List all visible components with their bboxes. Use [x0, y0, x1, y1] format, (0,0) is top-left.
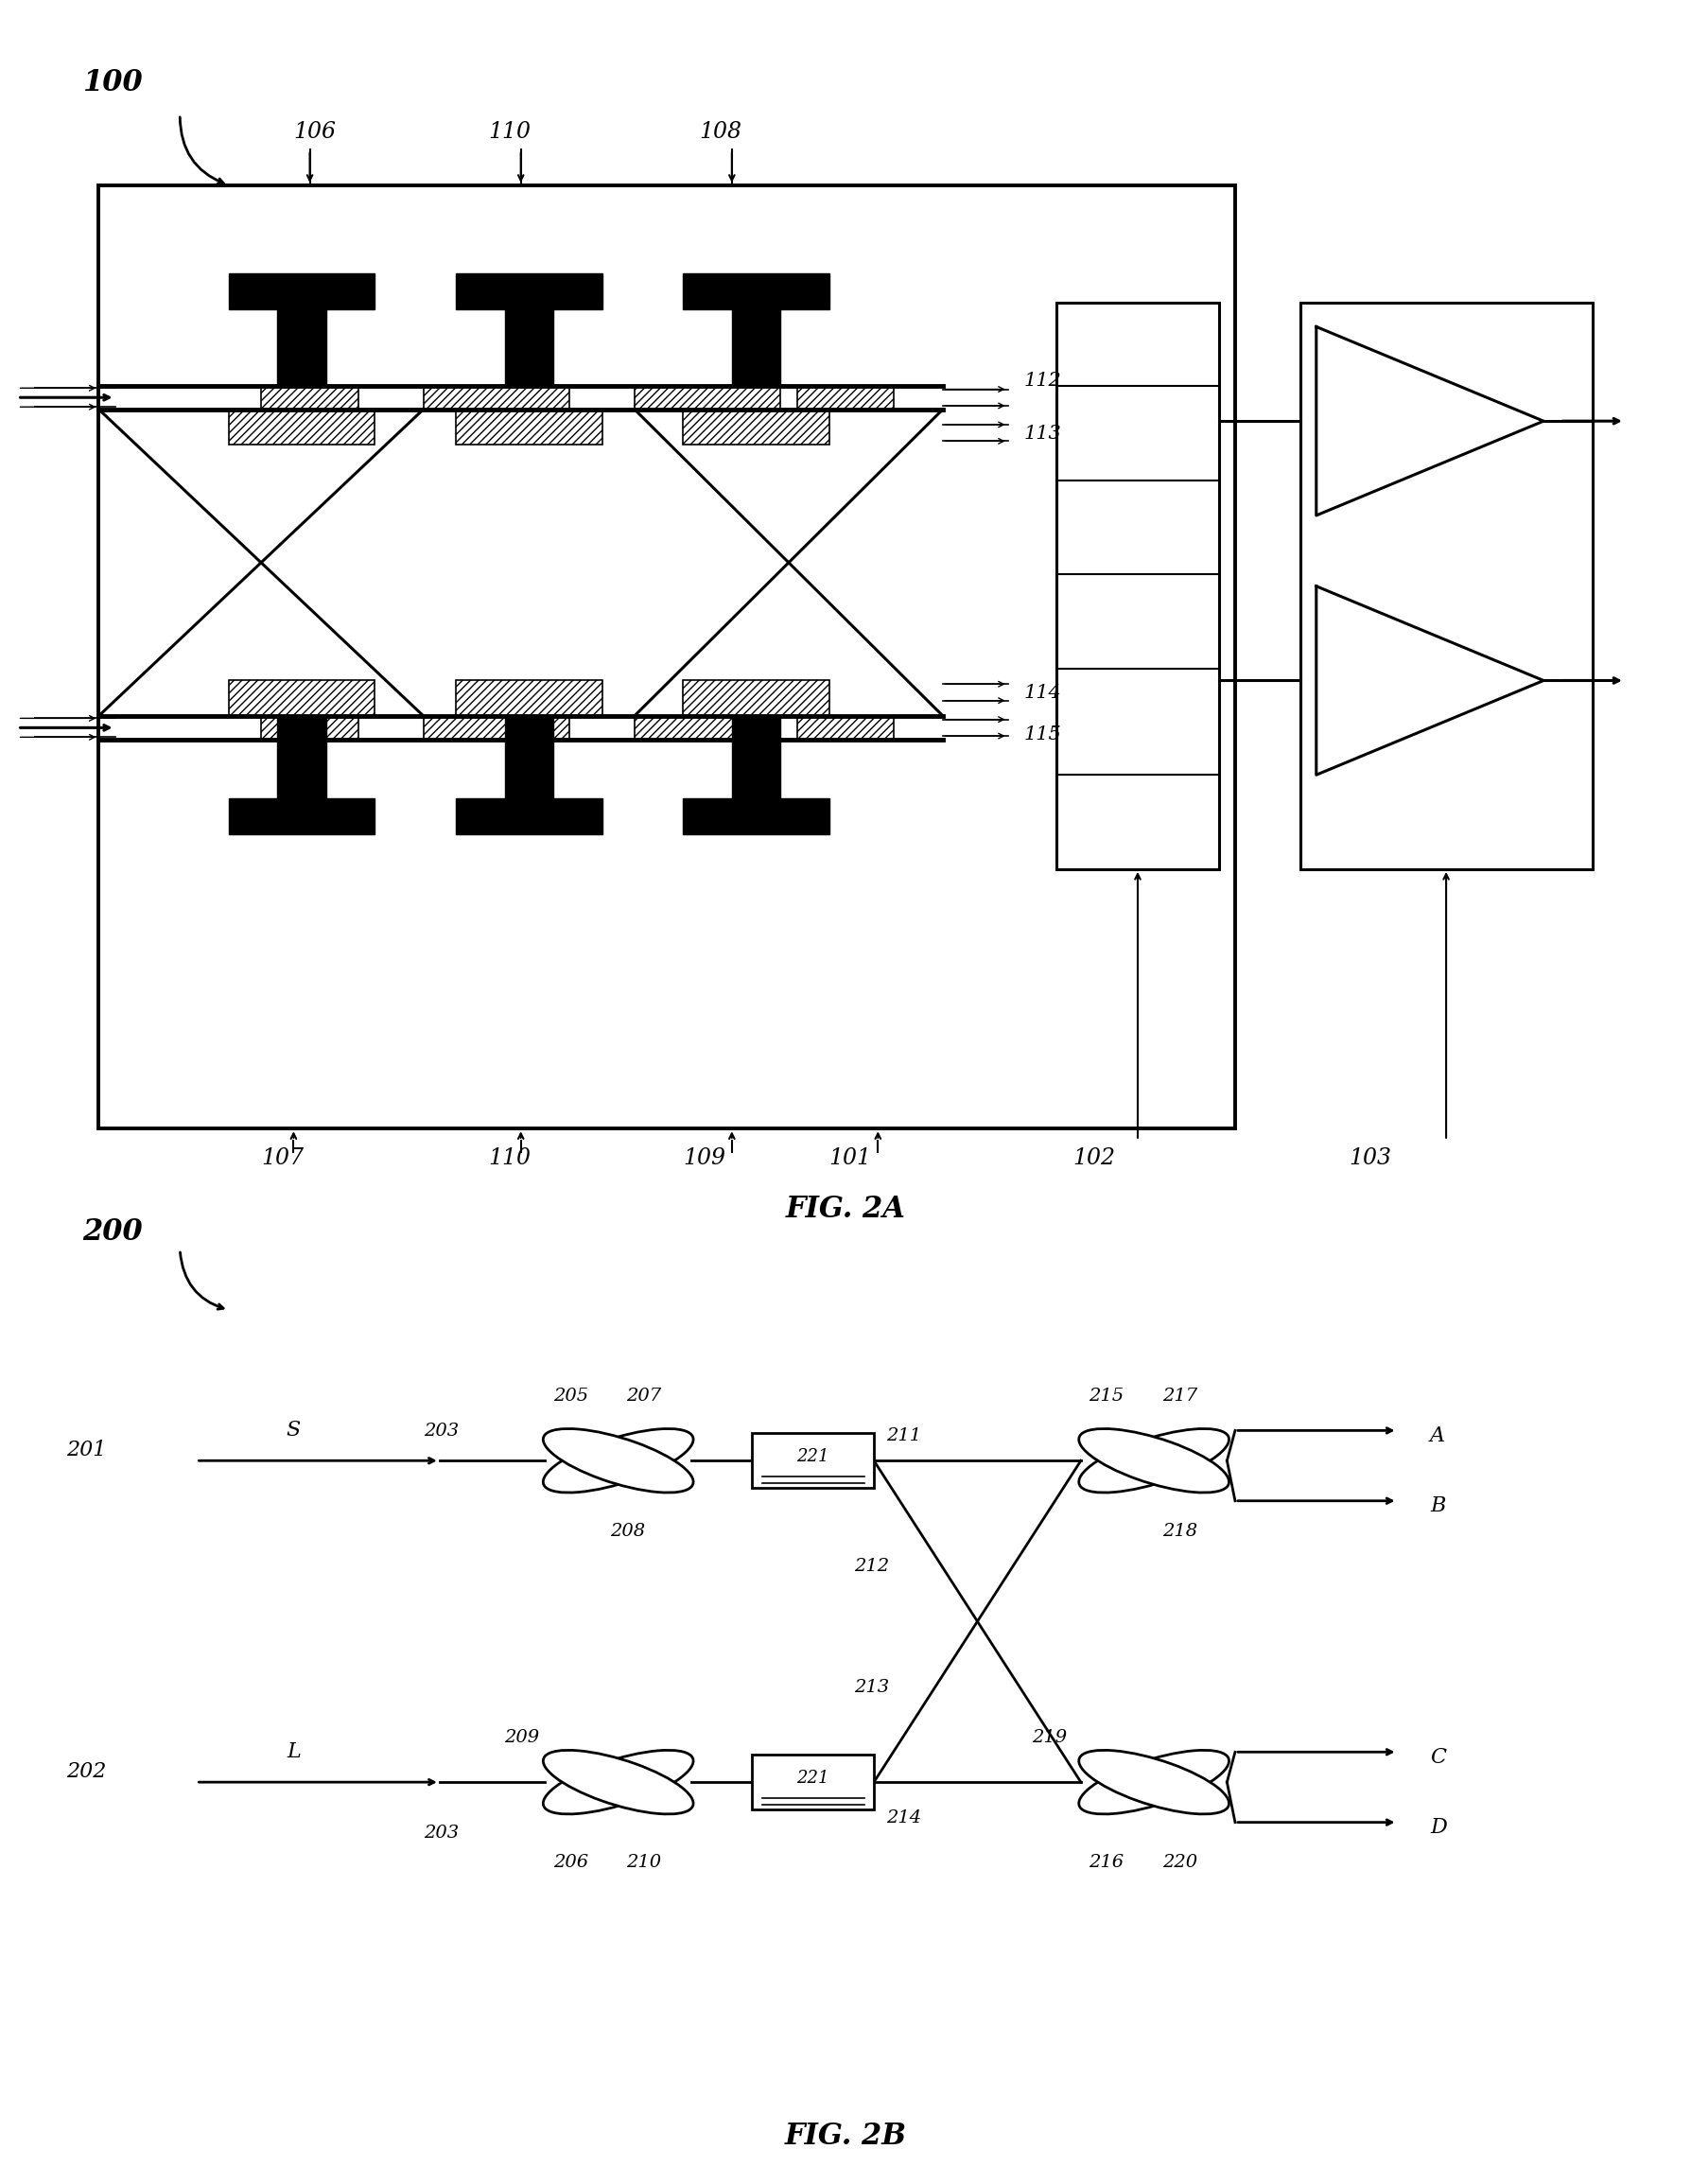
Bar: [683, 408, 829, 446]
Bar: [228, 408, 375, 446]
Text: 100: 100: [83, 68, 142, 98]
Text: 217: 217: [1162, 1387, 1197, 1404]
Text: 214: 214: [886, 1808, 922, 1826]
Text: 112: 112: [1025, 371, 1062, 389]
Bar: [1300, 304, 1593, 869]
Bar: [277, 716, 326, 799]
Text: 203: 203: [423, 1824, 458, 1841]
Text: 207: 207: [626, 1387, 661, 1404]
Text: C: C: [1431, 1747, 1446, 1767]
Bar: [752, 1433, 874, 1487]
Bar: [683, 799, 829, 834]
Text: 113: 113: [1025, 424, 1062, 443]
Bar: [423, 716, 570, 740]
Text: 114: 114: [1025, 684, 1062, 701]
Bar: [732, 304, 781, 387]
Bar: [732, 716, 781, 799]
Text: 209: 209: [504, 1730, 539, 1745]
Bar: [228, 273, 375, 308]
Ellipse shape: [543, 1749, 693, 1815]
Text: 103: 103: [1349, 1147, 1392, 1168]
Text: 219: 219: [1032, 1730, 1067, 1745]
Text: 211: 211: [886, 1428, 922, 1444]
Ellipse shape: [543, 1428, 693, 1492]
Text: 108: 108: [700, 120, 742, 142]
Ellipse shape: [543, 1749, 693, 1815]
Text: A: A: [1431, 1426, 1446, 1446]
Text: 221: 221: [796, 1769, 829, 1787]
Text: 106: 106: [294, 120, 337, 142]
Bar: [1057, 304, 1219, 869]
Bar: [752, 1754, 874, 1811]
Text: 216: 216: [1089, 1854, 1125, 1872]
Ellipse shape: [1079, 1428, 1229, 1492]
Bar: [277, 304, 326, 387]
Bar: [504, 304, 553, 387]
Text: L: L: [286, 1741, 301, 1762]
Text: S: S: [286, 1420, 301, 1439]
Text: B: B: [1431, 1496, 1446, 1516]
Bar: [683, 273, 829, 308]
Text: 220: 220: [1162, 1854, 1197, 1872]
Ellipse shape: [543, 1428, 693, 1492]
Text: 102: 102: [1072, 1147, 1116, 1168]
Bar: [457, 273, 602, 308]
Text: FIG. 2A: FIG. 2A: [786, 1195, 905, 1223]
Bar: [457, 408, 602, 446]
Bar: [457, 799, 602, 834]
Bar: [228, 681, 375, 716]
Bar: [796, 387, 895, 408]
Text: 107: 107: [260, 1147, 304, 1168]
Text: 212: 212: [854, 1557, 889, 1575]
Text: FIG. 2B: FIG. 2B: [785, 2121, 906, 2151]
Bar: [98, 186, 1234, 1129]
Text: 205: 205: [553, 1387, 588, 1404]
Bar: [634, 716, 781, 740]
Text: 110: 110: [489, 1147, 531, 1168]
Text: D: D: [1431, 1817, 1447, 1837]
Text: 201: 201: [66, 1439, 107, 1461]
Bar: [228, 799, 375, 834]
Text: 218: 218: [1162, 1522, 1197, 1540]
Bar: [504, 716, 553, 799]
Bar: [423, 387, 570, 408]
Text: 206: 206: [553, 1854, 588, 1872]
Text: 215: 215: [1089, 1387, 1125, 1404]
Text: 200: 200: [83, 1216, 142, 1247]
Bar: [796, 716, 895, 740]
Text: 210: 210: [626, 1854, 661, 1872]
Text: 203: 203: [423, 1422, 458, 1439]
Text: 109: 109: [683, 1147, 725, 1168]
Ellipse shape: [1079, 1749, 1229, 1815]
Text: 208: 208: [610, 1522, 646, 1540]
Text: 110: 110: [489, 120, 531, 142]
Text: 202: 202: [66, 1760, 107, 1782]
Bar: [683, 681, 829, 716]
Text: 101: 101: [829, 1147, 873, 1168]
Ellipse shape: [1079, 1749, 1229, 1815]
Bar: [260, 387, 358, 408]
Bar: [634, 387, 781, 408]
Text: 115: 115: [1025, 725, 1062, 743]
Bar: [457, 681, 602, 716]
Text: 221: 221: [796, 1448, 829, 1465]
Text: 213: 213: [854, 1679, 889, 1695]
Ellipse shape: [1079, 1428, 1229, 1492]
Bar: [260, 716, 358, 740]
